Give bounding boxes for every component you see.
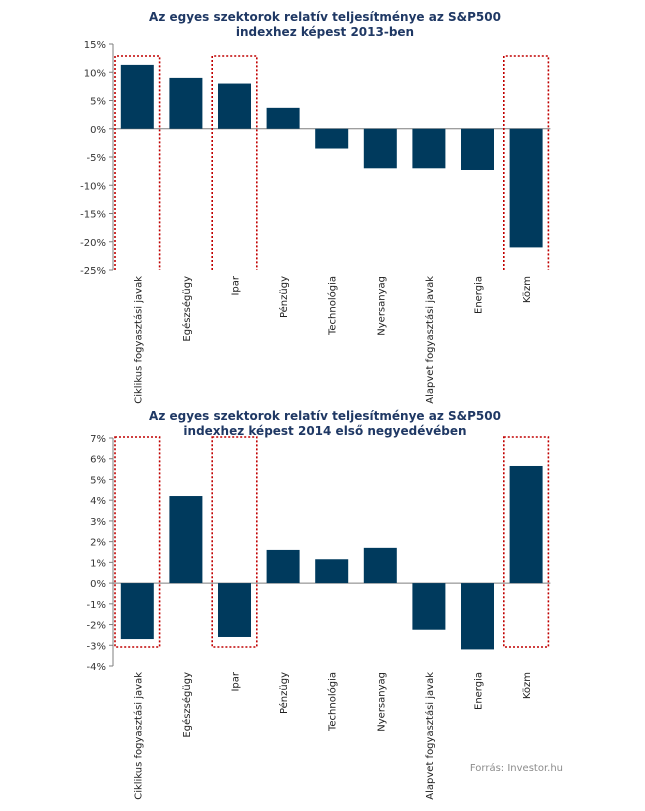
chart-1-title-line-1: Az egyes szektorok relatív teljesítménye… xyxy=(149,10,501,24)
highlight-box xyxy=(211,55,258,270)
chart-2-title: Az egyes szektorok relatív teljesítménye… xyxy=(100,409,550,439)
y-tick-label: 3% xyxy=(90,517,106,528)
y-tick-label: 0% xyxy=(90,579,106,590)
category-label: Technológia xyxy=(327,672,339,732)
category-label: Energia xyxy=(474,276,485,314)
category-label: Alapvet fogyasztási javak xyxy=(424,276,436,404)
chart-2-plot: -4% -3% -2% -1% 0% 1% 2% 3% 4% 5% 6% 7% Ciklikus fog… xyxy=(87,434,551,800)
category-label: Technológia xyxy=(327,276,339,336)
bar-7 xyxy=(412,583,446,630)
y-tick-label: -5% xyxy=(87,153,106,164)
bar-8 xyxy=(461,128,494,170)
highlight-box xyxy=(114,436,161,648)
y-tick-label: -25% xyxy=(80,266,106,277)
chart-1-title-line-2: indexhez képest 2013-ben xyxy=(235,25,415,39)
y-tick-label: -3% xyxy=(87,641,106,652)
bar-5 xyxy=(315,559,349,584)
bar-8 xyxy=(461,583,494,650)
bar-2 xyxy=(169,496,203,584)
y-tick-label: -15% xyxy=(80,210,106,221)
y-tick-label: 0% xyxy=(90,125,106,136)
bar-3 xyxy=(218,83,251,129)
category-label: Egészségügy xyxy=(181,672,193,738)
bar-3 xyxy=(218,583,251,637)
bar-5 xyxy=(315,128,349,149)
chart-1-title: Az egyes szektorok relatív teljesítménye… xyxy=(100,10,550,40)
y-tick-label: 10% xyxy=(84,68,106,79)
category-label: Ipar xyxy=(231,671,242,691)
highlight-box xyxy=(114,55,161,270)
category-label: Közm xyxy=(522,276,533,303)
y-tick-label: 5% xyxy=(90,97,106,108)
y-tick-label: -2% xyxy=(87,621,106,632)
bar-6 xyxy=(363,547,397,584)
chart-2-title-line-1: Az egyes szektorok relatív teljesítménye… xyxy=(149,409,501,423)
y-tick-label: 4% xyxy=(90,496,106,507)
y-tick-label: -20% xyxy=(80,238,106,249)
category-label: Ciklikus fogyasztási javak xyxy=(132,276,144,404)
highlight-box xyxy=(211,436,258,648)
bar-1 xyxy=(120,583,154,640)
y-tick-label: 2% xyxy=(90,538,106,549)
category-label: Közm xyxy=(522,672,533,699)
y-tick-label: 15% xyxy=(84,40,106,51)
highlight-box xyxy=(503,436,550,648)
source-note: Forrás: Investor.hu xyxy=(469,763,563,774)
category-label: Energia xyxy=(474,672,485,710)
bar-7 xyxy=(412,128,446,169)
y-tick-label: -10% xyxy=(80,181,106,192)
bar-6 xyxy=(363,128,397,169)
bar-1 xyxy=(120,64,154,129)
y-tick-label: 7% xyxy=(90,434,106,445)
bar-9 xyxy=(509,465,543,584)
chart-2-title-line-2: indexhez képest 2014 első negyedévében xyxy=(183,424,467,438)
category-label: Pénzügy xyxy=(278,672,290,714)
y-tick-label: 6% xyxy=(90,455,106,466)
category-label: Egészségügy xyxy=(181,276,193,342)
bar-2 xyxy=(169,77,203,129)
category-label: Nyersanyag xyxy=(376,276,387,336)
y-tick-label: 5% xyxy=(90,475,106,486)
y-tick-label: -4% xyxy=(87,662,106,673)
bar-4 xyxy=(266,549,300,584)
category-label: Ipar xyxy=(231,275,242,295)
category-label: Alapvet fogyasztási javak xyxy=(424,672,436,800)
category-label: Ciklikus fogyasztási javak xyxy=(132,672,144,800)
bar-9 xyxy=(509,128,543,248)
y-tick-label: -1% xyxy=(87,600,106,611)
category-label: Pénzügy xyxy=(278,276,290,318)
category-label: Nyersanyag xyxy=(376,672,387,732)
highlight-box xyxy=(503,55,550,270)
y-tick-label: 1% xyxy=(90,558,106,569)
bar-4 xyxy=(266,107,300,129)
chart-1-plot: -25% -20% -15% -10% -5% 0% 5% 10% 15% Ciklikus fo… xyxy=(80,40,551,404)
